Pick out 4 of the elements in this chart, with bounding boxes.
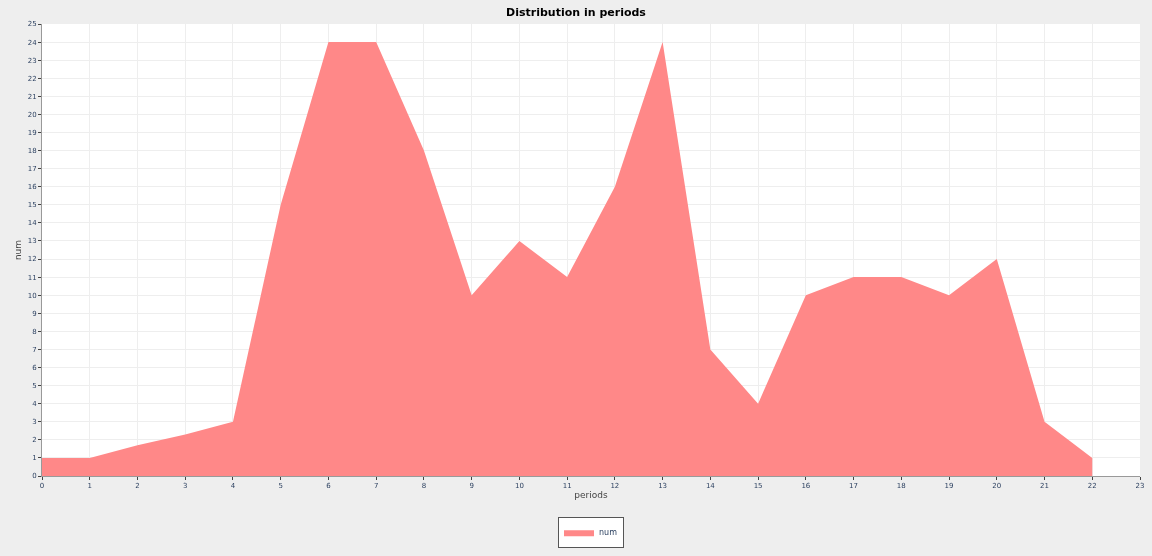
legend-label: num	[599, 528, 618, 538]
chart-title: Distribution in periods	[506, 6, 647, 20]
y-axis-title: num	[13, 239, 24, 261]
x-axis-title: periods	[574, 490, 608, 501]
